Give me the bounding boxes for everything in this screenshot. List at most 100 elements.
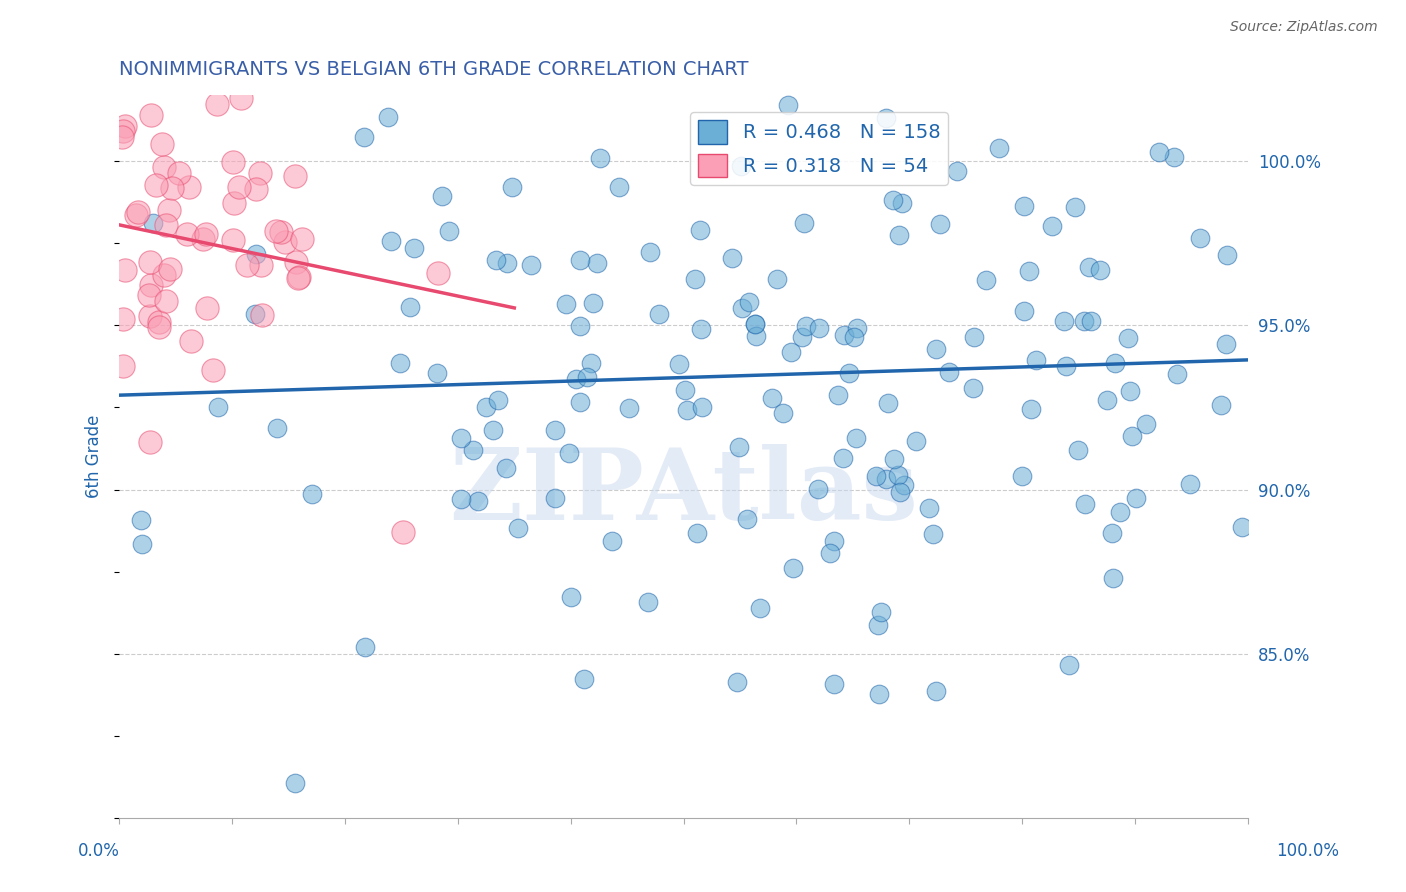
Nonimmigrants — [565, 372, 588, 386]
Belgians — [124, 208, 146, 222]
Nonimmigrants — [380, 234, 402, 248]
Belgians — [249, 166, 271, 180]
Nonimmigrants — [889, 485, 911, 500]
Nonimmigrants — [544, 424, 567, 438]
Nonimmigrants — [1121, 428, 1143, 442]
Nonimmigrants — [1215, 337, 1237, 351]
Nonimmigrants — [690, 401, 713, 415]
Nonimmigrants — [808, 320, 831, 334]
Nonimmigrants — [963, 329, 986, 343]
Nonimmigrants — [728, 440, 751, 454]
Nonimmigrants — [1064, 200, 1087, 214]
Belgians — [205, 97, 228, 112]
Nonimmigrants — [638, 245, 661, 260]
Belgians — [392, 525, 415, 540]
Nonimmigrants — [569, 394, 592, 409]
Nonimmigrants — [686, 526, 709, 541]
Belgians — [138, 254, 160, 268]
Text: ZIPAtlas: ZIPAtlas — [449, 444, 918, 541]
Y-axis label: 6th Grade: 6th Grade — [86, 415, 103, 499]
Nonimmigrants — [818, 546, 841, 560]
Belgians — [194, 227, 217, 241]
Text: Source: ZipAtlas.com: Source: ZipAtlas.com — [1230, 21, 1378, 34]
Nonimmigrants — [865, 469, 887, 483]
Nonimmigrants — [557, 446, 579, 460]
Belgians — [235, 259, 257, 273]
Nonimmigrants — [721, 251, 744, 265]
Nonimmigrants — [284, 776, 307, 790]
Nonimmigrants — [544, 491, 567, 505]
Nonimmigrants — [1088, 263, 1111, 277]
Nonimmigrants — [1040, 219, 1063, 233]
Nonimmigrants — [1097, 393, 1119, 408]
Nonimmigrants — [520, 258, 543, 272]
Nonimmigrants — [555, 297, 578, 311]
Belgians — [138, 434, 160, 449]
Nonimmigrants — [905, 434, 928, 449]
Nonimmigrants — [495, 461, 517, 475]
Nonimmigrants — [744, 317, 766, 331]
Text: 0.0%: 0.0% — [77, 842, 120, 860]
Nonimmigrants — [637, 595, 659, 609]
Belgians — [160, 181, 183, 195]
Nonimmigrants — [1104, 356, 1126, 370]
Nonimmigrants — [1116, 331, 1139, 345]
Nonimmigrants — [1074, 497, 1097, 511]
Nonimmigrants — [807, 482, 830, 496]
Nonimmigrants — [735, 512, 758, 526]
Belgians — [114, 120, 136, 134]
Nonimmigrants — [1101, 571, 1123, 585]
Belgians — [249, 258, 271, 272]
Nonimmigrants — [1163, 150, 1185, 164]
Nonimmigrants — [501, 180, 523, 194]
Nonimmigrants — [1019, 402, 1042, 417]
Nonimmigrants — [938, 365, 960, 379]
Nonimmigrants — [683, 272, 706, 286]
Nonimmigrants — [582, 296, 605, 310]
Legend: R = 0.468   N = 158, R = 0.318   N = 54: R = 0.468 N = 158, R = 0.318 N = 54 — [690, 112, 948, 186]
Nonimmigrants — [560, 590, 582, 604]
Nonimmigrants — [883, 451, 905, 466]
Nonimmigrants — [962, 381, 984, 395]
Nonimmigrants — [589, 151, 612, 165]
Belgians — [285, 255, 308, 269]
Nonimmigrants — [890, 196, 912, 211]
Belgians — [150, 136, 173, 151]
Nonimmigrants — [617, 401, 640, 415]
Nonimmigrants — [1067, 442, 1090, 457]
Nonimmigrants — [868, 687, 890, 701]
Nonimmigrants — [129, 513, 152, 527]
Nonimmigrants — [824, 533, 846, 548]
Nonimmigrants — [749, 600, 772, 615]
Nonimmigrants — [673, 383, 696, 397]
Nonimmigrants — [131, 537, 153, 551]
Belgians — [250, 308, 273, 322]
Nonimmigrants — [1011, 469, 1033, 483]
Nonimmigrants — [1078, 260, 1101, 274]
Nonimmigrants — [730, 159, 752, 173]
Nonimmigrants — [842, 330, 865, 344]
Nonimmigrants — [668, 357, 690, 371]
Nonimmigrants — [761, 391, 783, 405]
Belgians — [264, 224, 287, 238]
Nonimmigrants — [922, 527, 945, 541]
Nonimmigrants — [1166, 367, 1188, 381]
Nonimmigrants — [467, 493, 489, 508]
Nonimmigrants — [918, 500, 941, 515]
Nonimmigrants — [780, 344, 803, 359]
Nonimmigrants — [877, 396, 900, 410]
Nonimmigrants — [925, 683, 948, 698]
Nonimmigrants — [1209, 398, 1232, 412]
Nonimmigrants — [945, 164, 967, 178]
Belgians — [152, 160, 174, 174]
Nonimmigrants — [486, 393, 509, 408]
Nonimmigrants — [772, 406, 794, 420]
Belgians — [114, 262, 136, 277]
Nonimmigrants — [838, 366, 860, 380]
Belgians — [148, 315, 170, 329]
Nonimmigrants — [870, 605, 893, 619]
Nonimmigrants — [1018, 264, 1040, 278]
Nonimmigrants — [731, 301, 754, 316]
Belgians — [245, 182, 267, 196]
Belgians — [111, 359, 134, 373]
